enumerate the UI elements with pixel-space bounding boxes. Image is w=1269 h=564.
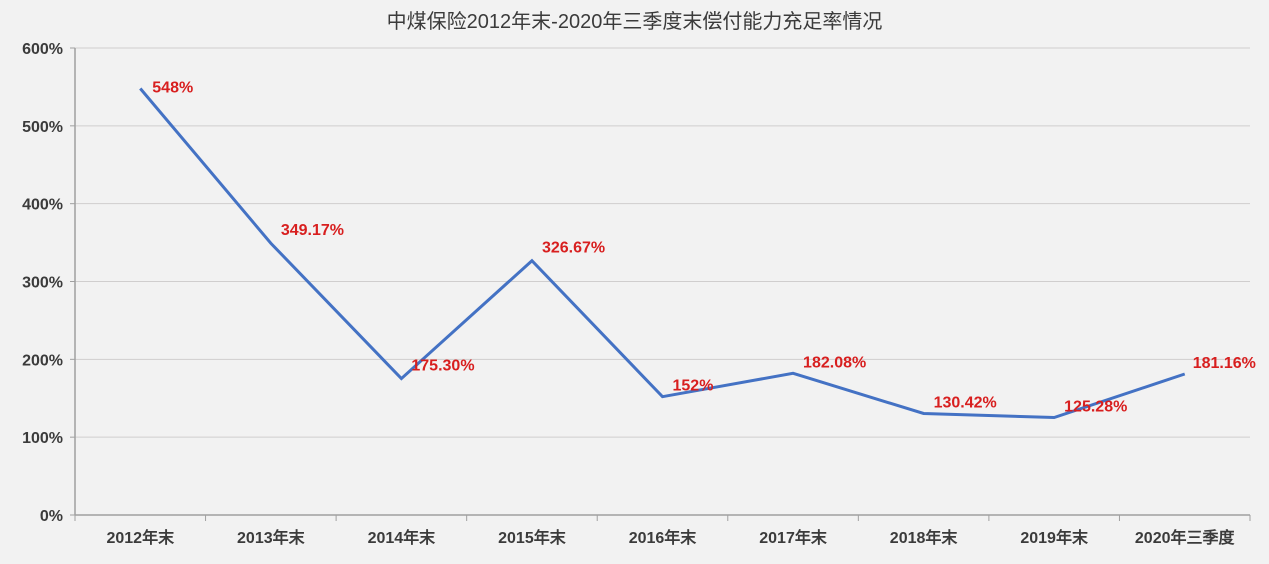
data-label: 182.08% xyxy=(803,354,866,371)
x-tick-label: 2017年末 xyxy=(759,528,828,547)
y-tick-label: 500% xyxy=(22,119,63,136)
data-label: 152% xyxy=(673,378,714,395)
x-tick-label: 2018年末 xyxy=(890,528,959,547)
y-tick-label: 0% xyxy=(40,508,63,525)
x-tick-label: 2013年末 xyxy=(237,528,306,547)
y-tick-label: 400% xyxy=(22,197,63,214)
x-tick-label: 2020年三季度 xyxy=(1135,528,1236,547)
y-tick-label: 300% xyxy=(22,275,63,292)
y-tick-label: 600% xyxy=(22,41,63,58)
y-tick-label: 100% xyxy=(22,430,63,447)
data-label: 125.28% xyxy=(1064,398,1127,415)
data-label: 130.42% xyxy=(934,394,997,411)
data-label: 548% xyxy=(152,79,193,96)
data-label: 349.17% xyxy=(281,222,344,239)
line-chart: 中煤保险2012年末-2020年三季度末偿付能力充足率情况 0% 100% 200% 3… xyxy=(0,0,1269,564)
data-label: 181.16% xyxy=(1193,355,1256,372)
x-tick-label: 2014年末 xyxy=(368,528,437,547)
x-tick-label: 2012年末 xyxy=(106,528,175,547)
x-tick-label: 2019年末 xyxy=(1020,528,1089,547)
data-label: 175.30% xyxy=(411,358,474,375)
x-tick-label: 2016年末 xyxy=(629,528,698,547)
chart-title: 中煤保险2012年末-2020年三季度末偿付能力充足率情况 xyxy=(387,10,883,33)
x-tick-label: 2015年末 xyxy=(498,528,567,547)
y-tick-label: 200% xyxy=(22,352,63,369)
data-label: 326.67% xyxy=(542,240,605,257)
